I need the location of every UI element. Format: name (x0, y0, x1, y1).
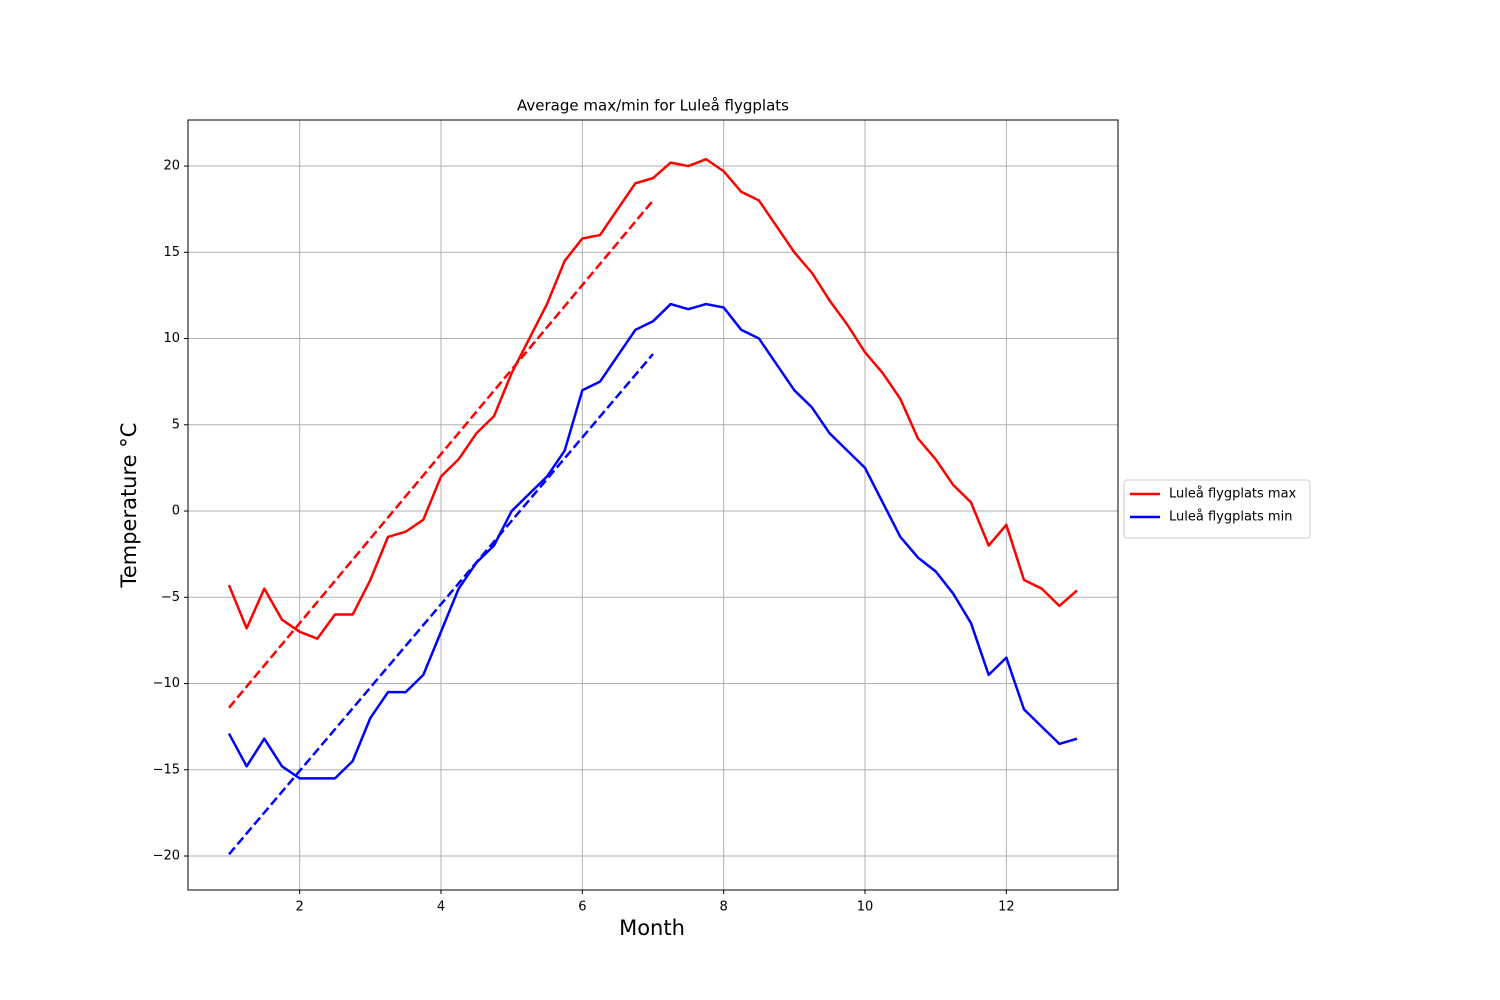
series-line (227, 302, 1078, 780)
legend-label: Luleå flygplats min (1169, 510, 1292, 525)
y-tick-label: 15 (163, 245, 180, 260)
x-tick-label: 2 (296, 900, 304, 915)
legend-box (1123, 479, 1311, 539)
plot-frame (187, 119, 1119, 891)
x-tick-label: 4 (437, 900, 445, 915)
x-tick-label: 8 (720, 900, 728, 915)
y-axis-label: Temperature °C (117, 423, 141, 589)
y-tick-label: −5 (161, 590, 180, 605)
series-line (227, 157, 1078, 640)
legend-label: Luleå flygplats max (1169, 487, 1297, 502)
trend-line (228, 353, 654, 856)
x-tick-label: 10 (857, 900, 874, 915)
y-tick-label: 0 (172, 504, 180, 519)
x-axis-label: Month (619, 916, 685, 940)
y-tick-label: −20 (153, 849, 180, 864)
y-tick-label: 5 (172, 417, 180, 432)
y-tick-label: −15 (153, 762, 180, 777)
y-tick-label: −10 (153, 676, 180, 691)
y-tick-label: 10 (163, 331, 180, 346)
y-tick-label: 20 (163, 159, 180, 174)
x-tick-label: 12 (998, 900, 1015, 915)
chart-title: Average max/min for Luleå flygplats (517, 97, 789, 115)
trend-line (228, 199, 654, 709)
x-tick-label: 6 (578, 900, 586, 915)
